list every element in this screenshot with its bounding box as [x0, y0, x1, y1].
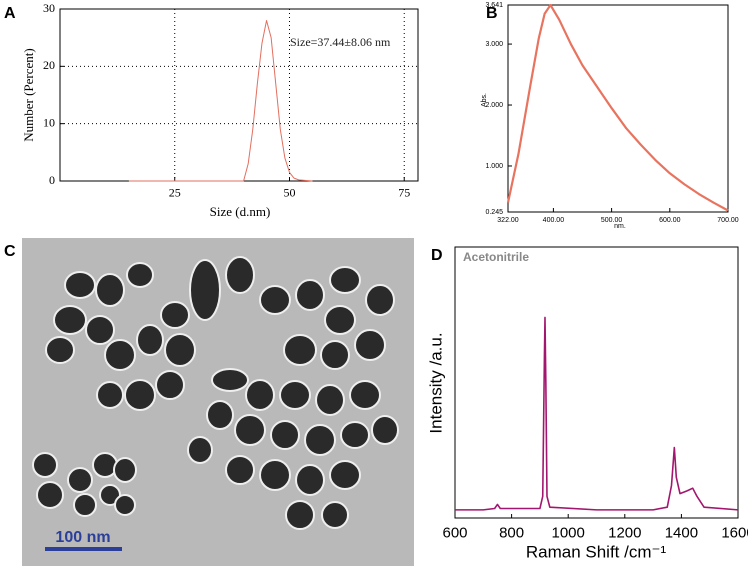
y-tick-label: 20 [43, 58, 55, 72]
x-tick-label: 500.00 [601, 217, 623, 224]
plot-frame [454, 246, 739, 519]
x-axis-label: Raman Shift /cm⁻¹ [526, 542, 667, 561]
x-tick-label: 700.00 [717, 217, 739, 224]
y-axis-label: Abs. [481, 93, 488, 107]
panel-label: C [4, 243, 16, 260]
y-tick-label: 3.641 [485, 2, 503, 9]
x-tick-label: 25 [169, 186, 181, 200]
data-line [455, 316, 739, 511]
x-tick-label: 1000 [552, 524, 585, 541]
x-tick-label: 600.00 [659, 217, 681, 224]
y-axis-label: Intensity /a.u. [426, 332, 445, 433]
panel-label: D [431, 247, 443, 264]
annotation: Size=37.44±8.06 nm [290, 35, 391, 49]
y-axis-label: Number (Percent) [21, 48, 36, 142]
y-tick-label: 0 [49, 173, 55, 187]
x-tick-label: 1600 [721, 524, 748, 541]
x-tick-label: 400.00 [543, 217, 565, 224]
data-line [506, 3, 729, 212]
x-axis-label: Size (d.nm) [210, 204, 271, 219]
particles [32, 256, 399, 530]
y-tick-label: 0.245 [485, 209, 503, 216]
y-tick-label: 3.000 [485, 41, 503, 48]
scale-bar-label: 100 nm [55, 529, 110, 546]
y-tick-label: 1.000 [485, 163, 503, 170]
tem-image: 100 nm [22, 238, 414, 566]
y-tick-label: 30 [43, 1, 55, 15]
x-tick-label: 75 [398, 186, 410, 200]
panel-label: A [4, 5, 16, 22]
y-tick-label: 2.000 [485, 102, 503, 109]
x-tick-label: 800 [499, 524, 524, 541]
panel-label: B [486, 5, 498, 22]
data-line [128, 19, 313, 182]
x-tick-label: 1200 [608, 524, 641, 541]
x-tick-label: 50 [283, 186, 295, 200]
x-tick-label: 600 [442, 524, 467, 541]
x-tick-label: 322.00 [497, 217, 519, 224]
y-tick-label: 10 [43, 115, 55, 129]
x-axis-label: nm. [614, 223, 626, 230]
x-tick-label: 1400 [665, 524, 698, 541]
annotation: Acetonitrile [463, 250, 529, 264]
plot-frame [507, 4, 729, 213]
